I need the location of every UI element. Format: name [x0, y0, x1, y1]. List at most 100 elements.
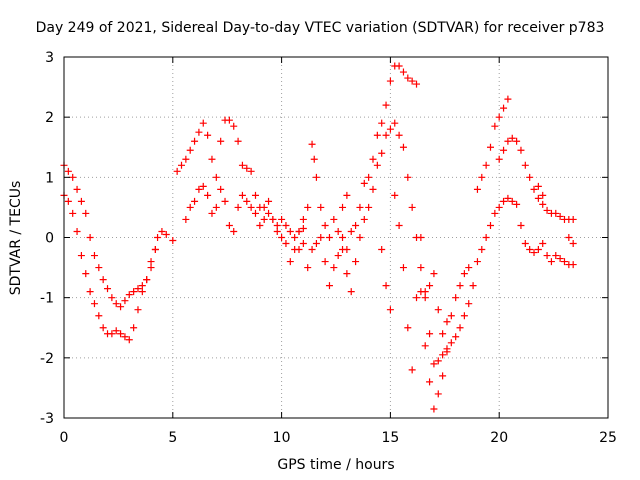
data-point	[204, 131, 212, 139]
data-point	[95, 264, 103, 272]
data-point	[399, 68, 407, 76]
data-point	[269, 215, 277, 223]
data-point	[521, 161, 529, 169]
data-point	[130, 324, 138, 332]
data-point	[556, 255, 564, 263]
data-point	[291, 246, 299, 254]
data-point	[491, 209, 499, 217]
data-point	[360, 179, 368, 187]
data-point	[434, 357, 442, 365]
data-point	[247, 203, 255, 211]
data-point	[343, 191, 351, 199]
data-point	[304, 264, 312, 272]
data-point	[369, 155, 377, 163]
chart-title: Day 249 of 2021, Sidereal Day-to-day VTE…	[35, 20, 605, 36]
data-point	[90, 252, 98, 260]
data-point	[560, 258, 568, 266]
data-point	[426, 378, 434, 386]
y-tick-label: 3	[45, 50, 54, 66]
data-point	[447, 339, 455, 347]
data-point	[356, 203, 364, 211]
data-point	[373, 131, 381, 139]
data-point	[117, 330, 125, 338]
data-point	[473, 185, 481, 193]
data-point	[504, 95, 512, 103]
data-point	[199, 182, 207, 190]
data-point	[295, 227, 303, 235]
data-point	[151, 246, 159, 254]
data-point	[230, 227, 238, 235]
data-point	[347, 288, 355, 296]
x-tick-label: 15	[381, 430, 399, 446]
data-point	[478, 246, 486, 254]
data-point	[534, 246, 542, 254]
data-point	[513, 137, 521, 145]
x-tick-label: 20	[490, 430, 508, 446]
data-point	[482, 161, 490, 169]
data-point	[495, 155, 503, 163]
data-point	[360, 215, 368, 223]
data-point	[199, 119, 207, 127]
data-point	[134, 306, 142, 314]
data-point	[325, 234, 333, 241]
data-point	[234, 137, 242, 145]
data-point	[534, 194, 542, 202]
data-point	[526, 246, 534, 254]
data-point	[64, 197, 72, 205]
data-point	[430, 360, 438, 368]
axis-ticks: 0 5 10 15 20 25 -3 -2 -1 0 1 2 3	[40, 50, 617, 446]
data-point	[530, 249, 538, 257]
data-point	[378, 119, 386, 127]
data-point	[404, 74, 412, 82]
data-point	[217, 185, 225, 193]
data-point	[147, 258, 155, 266]
data-point	[439, 351, 447, 359]
data-point	[77, 197, 85, 205]
data-point	[217, 137, 225, 145]
data-point	[108, 330, 116, 338]
data-point	[365, 203, 373, 211]
data-point	[330, 215, 338, 223]
data-point	[417, 234, 425, 241]
data-point	[495, 203, 503, 211]
data-point	[82, 270, 90, 278]
data-point	[278, 234, 286, 241]
data-point	[395, 131, 403, 139]
data-point	[491, 122, 499, 130]
data-point	[421, 288, 429, 296]
data-point	[104, 285, 112, 293]
data-point	[221, 197, 229, 205]
data-point	[552, 209, 560, 217]
data-point	[404, 324, 412, 332]
data-point	[526, 173, 534, 181]
data-point	[452, 333, 460, 341]
data-point	[86, 288, 94, 296]
data-point	[158, 227, 166, 235]
data-point	[299, 215, 307, 223]
data-point	[347, 227, 355, 235]
data-point	[421, 294, 429, 302]
data-point	[413, 294, 421, 302]
data-point	[521, 240, 529, 248]
data-point	[352, 258, 360, 266]
data-point	[369, 185, 377, 193]
data-point	[147, 264, 155, 272]
data-point	[569, 261, 577, 269]
x-tick-label: 0	[60, 430, 69, 446]
data-point	[565, 234, 573, 241]
data-point	[517, 221, 525, 229]
data-point	[508, 134, 516, 142]
data-point	[308, 246, 316, 254]
data-point	[138, 282, 146, 290]
data-point	[286, 227, 294, 235]
data-point	[125, 291, 133, 299]
data-point	[278, 215, 286, 223]
data-point	[69, 209, 77, 217]
data-point	[456, 324, 464, 332]
data-point	[539, 200, 547, 208]
data-point	[212, 203, 220, 211]
data-point	[399, 264, 407, 272]
data-point	[486, 143, 494, 151]
data-point	[86, 234, 94, 241]
